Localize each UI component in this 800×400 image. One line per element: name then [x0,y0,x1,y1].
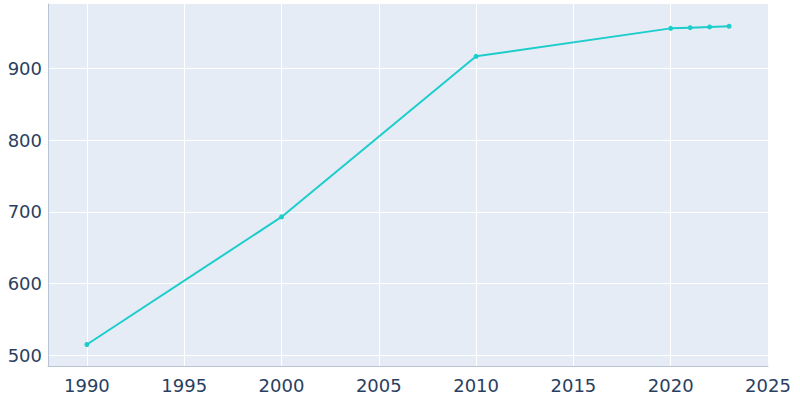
svg-text:2005: 2005 [356,375,402,396]
svg-text:2010: 2010 [453,375,499,396]
svg-text:500: 500 [8,345,42,366]
svg-text:2015: 2015 [550,375,596,396]
svg-text:700: 700 [8,201,42,222]
svg-text:800: 800 [8,130,42,151]
svg-text:1990: 1990 [64,375,110,396]
svg-text:900: 900 [8,58,42,79]
svg-text:2025: 2025 [745,375,791,396]
svg-text:1995: 1995 [161,375,207,396]
svg-text:600: 600 [8,273,42,294]
svg-text:2020: 2020 [648,375,694,396]
svg-text:2000: 2000 [259,375,305,396]
